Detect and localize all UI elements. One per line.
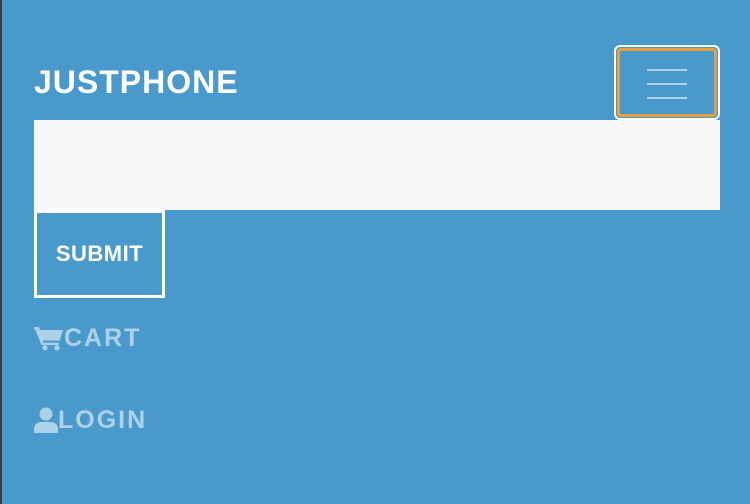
search-input[interactable] [34,120,720,210]
user-icon [34,407,58,433]
nav-link-label: CART [64,323,142,352]
nav-link-login[interactable]: LOGIN [34,402,147,438]
cart-icon [34,325,64,351]
window-edge [0,0,2,504]
brand-logo[interactable]: JUSTPHONE [34,64,239,100]
navbar-toggle-button[interactable] [614,45,720,120]
nav-link-label: LOGIN [58,405,148,434]
focus-ring [617,48,717,117]
submit-button[interactable]: SUBMIT [34,210,165,298]
hamburger-icon [647,69,687,99]
nav-link-cart[interactable]: CART [34,320,141,356]
